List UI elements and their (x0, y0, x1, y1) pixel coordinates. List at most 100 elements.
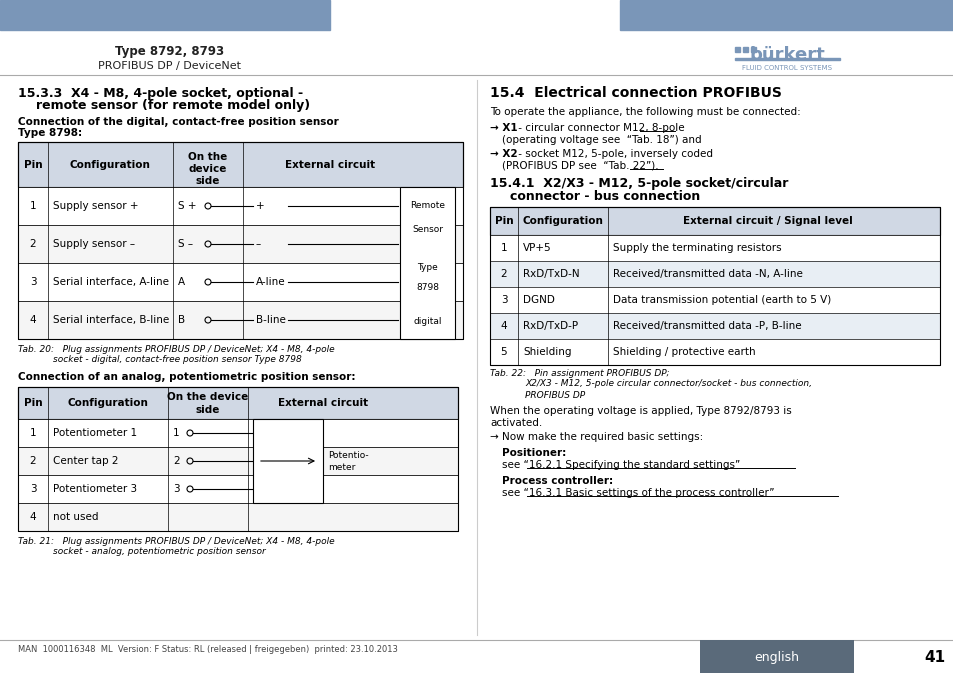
Bar (18, 387, 457, 419)
Text: 8798: 8798 (416, 283, 438, 291)
Text: remote sensor (for remote model only): remote sensor (for remote model only) (36, 100, 310, 112)
Text: External circuit / Signal level: External circuit / Signal level (682, 216, 852, 226)
Bar (490, 235, 939, 261)
Text: RxD/TxD-N: RxD/TxD-N (522, 269, 579, 279)
Bar (18, 301, 462, 339)
Text: Configuration: Configuration (70, 160, 151, 170)
Bar (18, 447, 457, 475)
Text: External circuit: External circuit (285, 160, 375, 170)
Text: 15.4  Electrical connection PROFIBUS: 15.4 Electrical connection PROFIBUS (490, 86, 781, 100)
Bar (18, 419, 457, 447)
Text: 1: 1 (500, 243, 507, 253)
Text: Configuration: Configuration (522, 216, 603, 226)
Text: (PROFIBUS DP see  “Tab. 22”).: (PROFIBUS DP see “Tab. 22”). (501, 161, 658, 171)
Text: - circular connector M12, 8-pole: - circular connector M12, 8-pole (515, 123, 684, 133)
Text: B: B (178, 315, 185, 325)
Text: Shielding / protective earth: Shielding / protective earth (613, 347, 755, 357)
Text: 5: 5 (500, 347, 507, 357)
Text: 3: 3 (30, 484, 36, 494)
Bar (750, 47, 755, 52)
Text: Type 8792, 8793: Type 8792, 8793 (115, 46, 224, 59)
Text: Shielding: Shielding (522, 347, 571, 357)
Bar (18, 475, 457, 503)
Text: A-line: A-line (255, 277, 285, 287)
Bar (18, 142, 462, 339)
Text: Received/transmitted data -N, A-line: Received/transmitted data -N, A-line (613, 269, 802, 279)
Text: see “16.3.1 Basic settings of the process controller”: see “16.3.1 Basic settings of the proces… (501, 488, 774, 498)
Text: see “16.2.1 Specifying the standard settings”: see “16.2.1 Specifying the standard sett… (501, 460, 740, 470)
Text: X2/X3 - M12, 5-pole circular connector/socket - bus connection,: X2/X3 - M12, 5-pole circular connector/s… (524, 380, 811, 388)
Bar (490, 287, 939, 313)
Text: socket - digital, contact-free position sensor Type 8798: socket - digital, contact-free position … (53, 355, 301, 365)
Text: 2: 2 (500, 269, 507, 279)
Text: not used: not used (53, 512, 98, 522)
Text: Center tap 2: Center tap 2 (53, 456, 118, 466)
Text: PROFIBUS DP / DeviceNet: PROFIBUS DP / DeviceNet (98, 61, 241, 71)
Bar (490, 313, 939, 339)
Bar (734, 58, 840, 60)
Text: Data transmission potential (earth to 5 V): Data transmission potential (earth to 5 … (613, 295, 830, 305)
Text: Potentiometer 3: Potentiometer 3 (53, 484, 137, 494)
Text: 15.3.3  X4 - M8, 4-pole socket, optional -: 15.3.3 X4 - M8, 4-pole socket, optional … (18, 87, 303, 100)
Text: External circuit: External circuit (277, 398, 368, 408)
Text: 4: 4 (30, 512, 36, 522)
Text: To operate the appliance, the following must be connected:: To operate the appliance, the following … (490, 107, 800, 117)
Text: S –: S – (178, 239, 193, 249)
Text: B-line: B-line (255, 315, 286, 325)
Text: side: side (195, 405, 220, 415)
Text: FLUID CONTROL SYSTEMS: FLUID CONTROL SYSTEMS (741, 65, 831, 71)
Bar (742, 47, 747, 52)
Bar (253, 419, 323, 503)
Text: 2: 2 (30, 456, 36, 466)
Text: +: + (255, 201, 264, 211)
Text: Potentio-: Potentio- (328, 450, 368, 460)
Text: → X2: → X2 (490, 149, 517, 159)
Bar (619, 0, 953, 30)
Bar (18, 142, 462, 187)
Text: Pin: Pin (495, 216, 513, 226)
Bar (18, 187, 462, 225)
Text: → Now make the required basic settings:: → Now make the required basic settings: (490, 432, 702, 442)
Text: 2: 2 (30, 239, 36, 249)
Text: Pin: Pin (24, 160, 42, 170)
Text: A: A (178, 277, 185, 287)
Text: MAN  1000116348  ML  Version: F Status: RL (released | freigegeben)  printed: 23: MAN 1000116348 ML Version: F Status: RL … (18, 645, 397, 655)
Text: (operating voltage see  “Tab. 18”) and: (operating voltage see “Tab. 18”) and (501, 135, 700, 145)
Bar (490, 261, 939, 287)
Text: S +: S + (178, 201, 196, 211)
Bar (18, 503, 457, 531)
Bar (18, 225, 462, 263)
Text: Type 8798:: Type 8798: (18, 128, 82, 138)
Bar (700, 640, 853, 673)
Text: english: english (754, 651, 799, 664)
Text: Tab. 22:   Pin assignment PROFIBUS DP;: Tab. 22: Pin assignment PROFIBUS DP; (490, 369, 669, 378)
Text: 4: 4 (500, 321, 507, 331)
Bar (490, 207, 939, 365)
Text: Sensor: Sensor (412, 225, 442, 234)
Text: 1: 1 (172, 428, 179, 438)
Text: DGND: DGND (522, 295, 555, 305)
Text: Tab. 21:   Plug assignments PROFIBUS DP / DeviceNet; X4 - M8, 4-pole: Tab. 21: Plug assignments PROFIBUS DP / … (18, 536, 335, 546)
Bar (399, 187, 455, 339)
Bar (734, 47, 740, 52)
Text: connector - bus connection: connector - bus connection (510, 190, 700, 203)
Text: 41: 41 (923, 649, 944, 664)
Text: Received/transmitted data -P, B-line: Received/transmitted data -P, B-line (613, 321, 801, 331)
Bar (18, 263, 462, 301)
Text: Type: Type (416, 264, 437, 273)
Bar (18, 387, 457, 531)
Bar (0, 0, 330, 30)
Text: 3: 3 (500, 295, 507, 305)
Text: 2: 2 (172, 456, 179, 466)
Text: 3: 3 (30, 277, 36, 287)
Text: Remote: Remote (410, 201, 444, 211)
Text: 4: 4 (30, 315, 36, 325)
Text: Supply sensor +: Supply sensor + (53, 201, 138, 211)
Text: On the: On the (188, 152, 228, 162)
Text: Serial interface, A-line: Serial interface, A-line (53, 277, 169, 287)
Text: On the device: On the device (167, 392, 249, 402)
Text: Tab. 20:   Plug assignments PROFIBUS DP / DeviceNet; X4 - M8, 4-pole: Tab. 20: Plug assignments PROFIBUS DP / … (18, 345, 335, 353)
Text: Potentiometer 1: Potentiometer 1 (53, 428, 137, 438)
Text: –: – (255, 239, 261, 249)
Text: Supply sensor –: Supply sensor – (53, 239, 135, 249)
